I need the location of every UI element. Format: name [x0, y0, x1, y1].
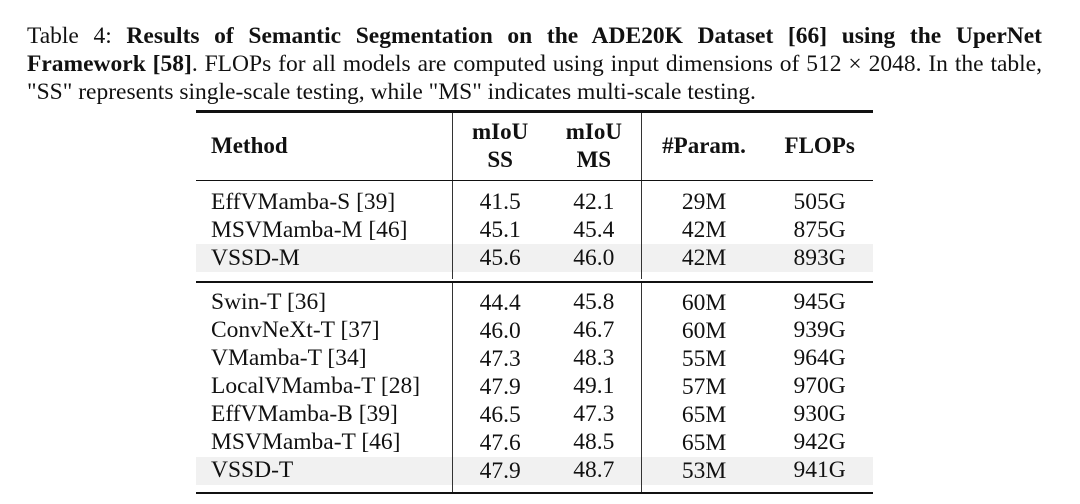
caption-title: Results of Semantic Segmentation on the …	[27, 23, 1043, 77]
method-cell: VSSD-T	[211, 457, 294, 484]
header-flops: FLOPs	[784, 133, 855, 158]
miou-ss-cell: 46.5	[452, 400, 547, 429]
method-cell: MSVMamba-M [46]	[211, 216, 408, 243]
results-table: Method mIoU SS mIoU MS #Param. FLOPs Eff…	[196, 110, 873, 495]
flops-cell: 964G	[793, 345, 846, 372]
miou-ms-cell: 45.8	[573, 289, 615, 316]
header-row: Method mIoU SS mIoU MS #Param. FLOPs	[196, 112, 873, 180]
table-row: MSVMamba-M [46] 45.1 45.4 42M 875G	[196, 216, 873, 245]
flops-cell: 893G	[793, 244, 846, 271]
params-cell: 42M	[640, 244, 767, 273]
miou-ss-cell: 44.4	[452, 288, 547, 317]
method-cell: VSSD-M	[211, 244, 300, 271]
method-cell: EffVMamba-B [39]	[211, 401, 398, 428]
table-row: VMamba-T [34] 47.3 48.3 55M 964G	[196, 344, 873, 373]
miou-ss-cell: 45.6	[452, 244, 547, 273]
table-row: VSSD-T 47.9 48.7 53M 941G	[196, 456, 873, 485]
table-row: VSSD-M 45.6 46.0 42M 893G	[196, 244, 873, 273]
params-cell: 65M	[640, 400, 767, 429]
caption-label: Table 4:	[27, 23, 112, 49]
header-method: Method	[211, 133, 288, 158]
params-cell: 60M	[640, 316, 767, 345]
miou-ss-cell: 41.5	[452, 188, 547, 217]
table-row: MSVMamba-T [46] 47.6 48.5 65M 942G	[196, 428, 873, 457]
miou-ms-cell: 48.7	[573, 457, 615, 484]
table-row: Swin-T [36] 44.4 45.8 60M 945G	[196, 288, 873, 317]
spacer	[196, 272, 873, 280]
table-caption: Table 4: Results of Semantic Segmentatio…	[27, 22, 1042, 106]
miou-ss-cell: 47.9	[452, 456, 547, 485]
flops-cell: 505G	[793, 188, 846, 215]
spacer	[196, 484, 873, 492]
miou-ss-cell: 45.1	[452, 216, 547, 245]
params-cell: 57M	[640, 372, 767, 401]
params-cell: 53M	[640, 456, 767, 485]
method-cell: MSVMamba-T [46]	[211, 429, 401, 456]
flops-cell: 875G	[793, 216, 846, 243]
miou-ms-cell: 47.3	[573, 401, 615, 428]
header-miou-ss: mIoU SS	[452, 112, 547, 180]
header-miou-ms: mIoU MS	[547, 118, 641, 174]
method-cell: EffVMamba-S [39]	[211, 188, 396, 215]
flops-cell: 945G	[793, 289, 846, 316]
flops-cell: 930G	[793, 401, 846, 428]
miou-ms-cell: 48.3	[573, 345, 615, 372]
spacer	[196, 181, 873, 189]
flops-cell: 939G	[793, 317, 846, 344]
miou-ss-cell: 47.6	[452, 428, 547, 457]
top-rule	[196, 110, 873, 113]
params-cell: 60M	[640, 288, 767, 317]
spacer	[196, 282, 873, 289]
method-cell: LocalVMamba-T [28]	[211, 373, 421, 400]
params-cell: 29M	[640, 188, 767, 217]
params-cell: 42M	[640, 216, 767, 245]
bottom-rule	[196, 491, 873, 495]
miou-ms-cell: 46.7	[573, 317, 615, 344]
header-miou-ss-top: mIoU	[472, 119, 529, 144]
header-rule	[196, 179, 873, 182]
caption-text: . FLOPs for all models are computed usin…	[27, 51, 1042, 105]
miou-ms-cell: 48.5	[573, 429, 615, 456]
header-miou-ss-bottom: SS	[487, 147, 513, 172]
table-row: LocalVMamba-T [28] 47.9 49.1 57M 970G	[196, 372, 873, 401]
miou-ss-cell: 47.3	[452, 344, 547, 373]
header-miou-ms-top: mIoU	[565, 119, 622, 144]
flops-cell: 941G	[793, 457, 846, 484]
miou-ms-cell: 46.0	[573, 244, 615, 271]
header-params: #Param.	[640, 112, 767, 180]
table-row: EffVMamba-S [39] 41.5 42.1 29M 505G	[196, 188, 873, 217]
flops-cell: 942G	[793, 429, 846, 456]
miou-ms-cell: 49.1	[573, 373, 615, 400]
group-2: Swin-T [36] 44.4 45.8 60M 945G ConvNeXt-T [37…	[196, 288, 873, 485]
flops-cell: 970G	[793, 373, 846, 400]
table-row: ConvNeXt-T [37] 46.0 46.7 60M 939G	[196, 316, 873, 345]
header-miou-ms-bottom: MS	[576, 147, 612, 172]
table-row: EffVMamba-B [39] 46.5 47.3 65M 930G	[196, 400, 873, 429]
miou-ss-cell: 47.9	[452, 372, 547, 401]
group-rule	[196, 281, 873, 283]
params-cell: 65M	[640, 428, 767, 457]
method-cell: Swin-T [36]	[211, 289, 327, 316]
params-cell: 55M	[640, 344, 767, 373]
miou-ss-cell: 46.0	[452, 316, 547, 345]
group-1: EffVMamba-S [39] 41.5 42.1 29M 505G MSVMamba-…	[196, 188, 873, 273]
method-cell: VMamba-T [34]	[211, 345, 367, 372]
method-cell: ConvNeXt-T [37]	[211, 317, 380, 344]
miou-ms-cell: 42.1	[573, 188, 615, 215]
miou-ms-cell: 45.4	[573, 216, 615, 243]
